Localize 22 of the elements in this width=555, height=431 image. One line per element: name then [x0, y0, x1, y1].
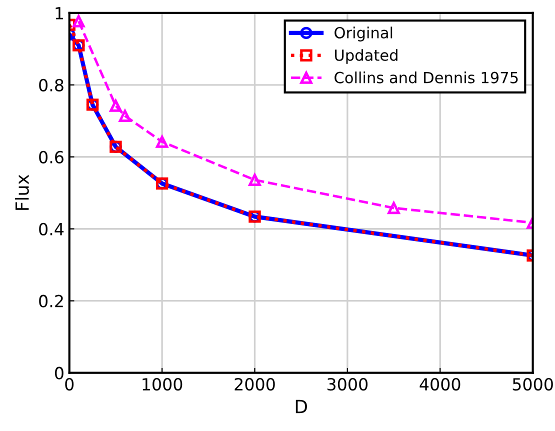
point — [110, 100, 122, 112]
point — [248, 174, 261, 186]
y-tick-label: 0 — [55, 366, 64, 380]
y-tick-label: 0.8 — [39, 78, 64, 92]
point — [72, 15, 85, 28]
y-tick-label: 1 — [56, 7, 63, 20]
x-tick-label: 2000 — [234, 378, 275, 391]
x-tick-label: 4000 — [420, 378, 460, 391]
x-tick-label: 1000 — [142, 378, 182, 391]
point — [118, 110, 132, 122]
y-axis-title: Flux — [14, 174, 29, 210]
legend-label: Updated — [335, 49, 398, 64]
point — [156, 136, 168, 148]
y-tick-label: 0.2 — [39, 294, 63, 308]
x-tick-label: 5000 — [512, 378, 553, 391]
y-tick-label: 0.6 — [39, 150, 64, 164]
legend-label: Original — [334, 26, 392, 42]
y-tick-label: 0.4 — [39, 222, 64, 236]
x-tick-label: 0 — [65, 378, 74, 391]
x-axis-title: D — [296, 400, 307, 414]
x-tick-label: 3000 — [327, 378, 368, 391]
legend-label: Collins and Dennis 1975 — [334, 72, 518, 84]
